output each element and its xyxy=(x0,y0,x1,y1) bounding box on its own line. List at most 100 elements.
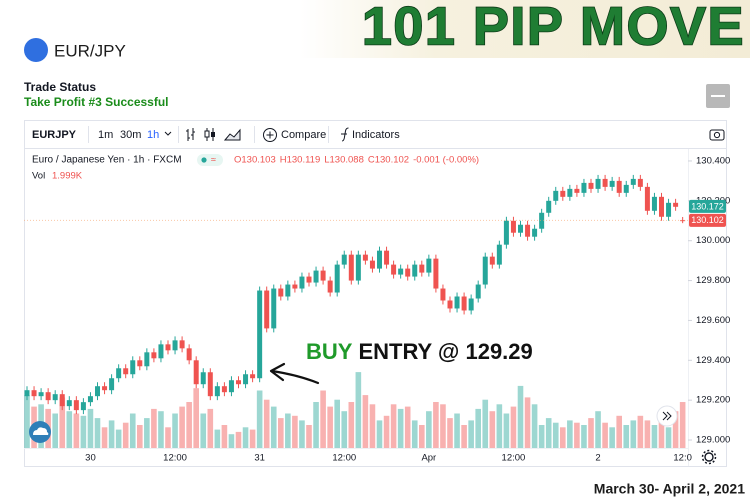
gear-teeth xyxy=(701,449,717,465)
indicators-button[interactable]: Indicators xyxy=(352,129,400,141)
candle-body xyxy=(179,340,185,349)
volume-bar xyxy=(461,425,467,448)
volume-bar xyxy=(560,427,566,448)
volume-bar xyxy=(256,390,263,448)
candle-body xyxy=(137,360,143,367)
trade-status-label: Trade Status xyxy=(24,80,96,94)
volume-bar xyxy=(482,399,489,448)
candle-body xyxy=(38,392,44,397)
candle-body xyxy=(369,260,375,269)
volume-bar xyxy=(122,422,129,448)
volume-bar xyxy=(390,404,397,448)
volume-bar xyxy=(397,408,404,448)
candle-body xyxy=(66,400,72,407)
volume-bar xyxy=(545,418,552,448)
toolbar-symbol[interactable]: EURJPY xyxy=(32,129,77,141)
snapshot-button[interactable] xyxy=(709,129,725,141)
headline-backdrop xyxy=(300,0,750,58)
volume-bar xyxy=(278,418,284,448)
settings-button[interactable] xyxy=(701,449,717,465)
volume-bar xyxy=(637,415,644,448)
area-icon[interactable] xyxy=(223,128,241,141)
volume-bar xyxy=(313,402,319,448)
volume-bar xyxy=(249,429,256,448)
candle-body xyxy=(405,268,411,277)
candle-body xyxy=(518,224,523,233)
candle-body xyxy=(221,386,227,393)
candle-body xyxy=(95,386,100,397)
volume-bar xyxy=(411,420,418,448)
interval[interactable]: 30m xyxy=(120,129,141,141)
volume-bar xyxy=(73,413,80,448)
volume-bar xyxy=(433,402,439,448)
candle-body xyxy=(158,344,164,359)
market-status-icon: ≈ xyxy=(211,154,216,164)
candle-body xyxy=(496,244,502,265)
candle-body xyxy=(151,352,157,359)
camera-lens xyxy=(713,131,721,139)
candle-body xyxy=(553,190,559,201)
volume-bar xyxy=(101,427,108,448)
volume-bar xyxy=(355,372,362,448)
candle-body xyxy=(355,254,361,281)
volume-bar xyxy=(602,422,608,448)
candle-body xyxy=(228,380,234,393)
candle-body xyxy=(567,188,573,197)
candle-body xyxy=(278,288,284,297)
logo-badge[interactable] xyxy=(29,421,51,443)
candle-body xyxy=(433,258,439,289)
candle-body xyxy=(45,392,51,401)
compare-icon[interactable] xyxy=(263,128,277,142)
candle-body xyxy=(673,202,679,207)
volume-legend-name: Vol xyxy=(32,171,45,182)
volume-bar xyxy=(172,413,178,448)
candle-body xyxy=(313,270,319,283)
gear-ring[interactable] xyxy=(704,452,714,462)
candle-body xyxy=(362,254,368,261)
camera-icon[interactable] xyxy=(709,129,725,141)
volume-bar xyxy=(299,420,305,448)
y-tick-label: 129.000 xyxy=(696,435,730,446)
candle-body xyxy=(461,296,467,311)
candle-body xyxy=(644,186,650,211)
candle-body xyxy=(489,256,495,265)
bars-icon[interactable] xyxy=(186,128,195,141)
volume-bar xyxy=(242,427,249,448)
candle-body xyxy=(412,264,418,277)
indicators-icon[interactable] xyxy=(341,127,349,142)
collapse-button[interactable] xyxy=(706,84,730,108)
volume-bar xyxy=(59,397,66,448)
candle-body xyxy=(327,280,333,293)
volume-bar xyxy=(186,402,192,448)
candle-body xyxy=(299,276,305,289)
candle-body xyxy=(475,284,481,299)
candle-body xyxy=(320,270,326,281)
candle-body xyxy=(59,394,65,407)
y-tick-label: 129.800 xyxy=(696,275,730,286)
candle-body xyxy=(292,284,298,289)
symbol: EUR/JPY xyxy=(54,41,126,60)
candle-body xyxy=(468,298,474,311)
candle-body xyxy=(419,264,425,273)
y-tick-label: 129.200 xyxy=(696,395,730,406)
candle-body xyxy=(243,374,249,385)
chevron-icon[interactable] xyxy=(164,131,172,136)
volume-bar xyxy=(454,413,460,448)
candle-body xyxy=(214,386,220,397)
compare-button[interactable]: Compare xyxy=(281,129,326,141)
ohlc-value: O130.103 xyxy=(234,155,276,166)
headline: 101 PIP MOVE xyxy=(362,0,745,56)
candle-body xyxy=(651,196,657,211)
candle-body xyxy=(666,202,672,217)
volume-bar xyxy=(644,420,651,448)
volume-bar xyxy=(419,425,425,448)
interval-active[interactable]: 1h xyxy=(147,129,159,141)
volume-bar xyxy=(24,395,30,448)
scroll-right-button[interactable] xyxy=(656,405,678,427)
candle-body xyxy=(80,402,86,411)
interval[interactable]: 1m xyxy=(98,129,113,141)
candle-body xyxy=(616,180,622,193)
volume-bar xyxy=(214,429,221,448)
volume-bar xyxy=(193,388,199,448)
